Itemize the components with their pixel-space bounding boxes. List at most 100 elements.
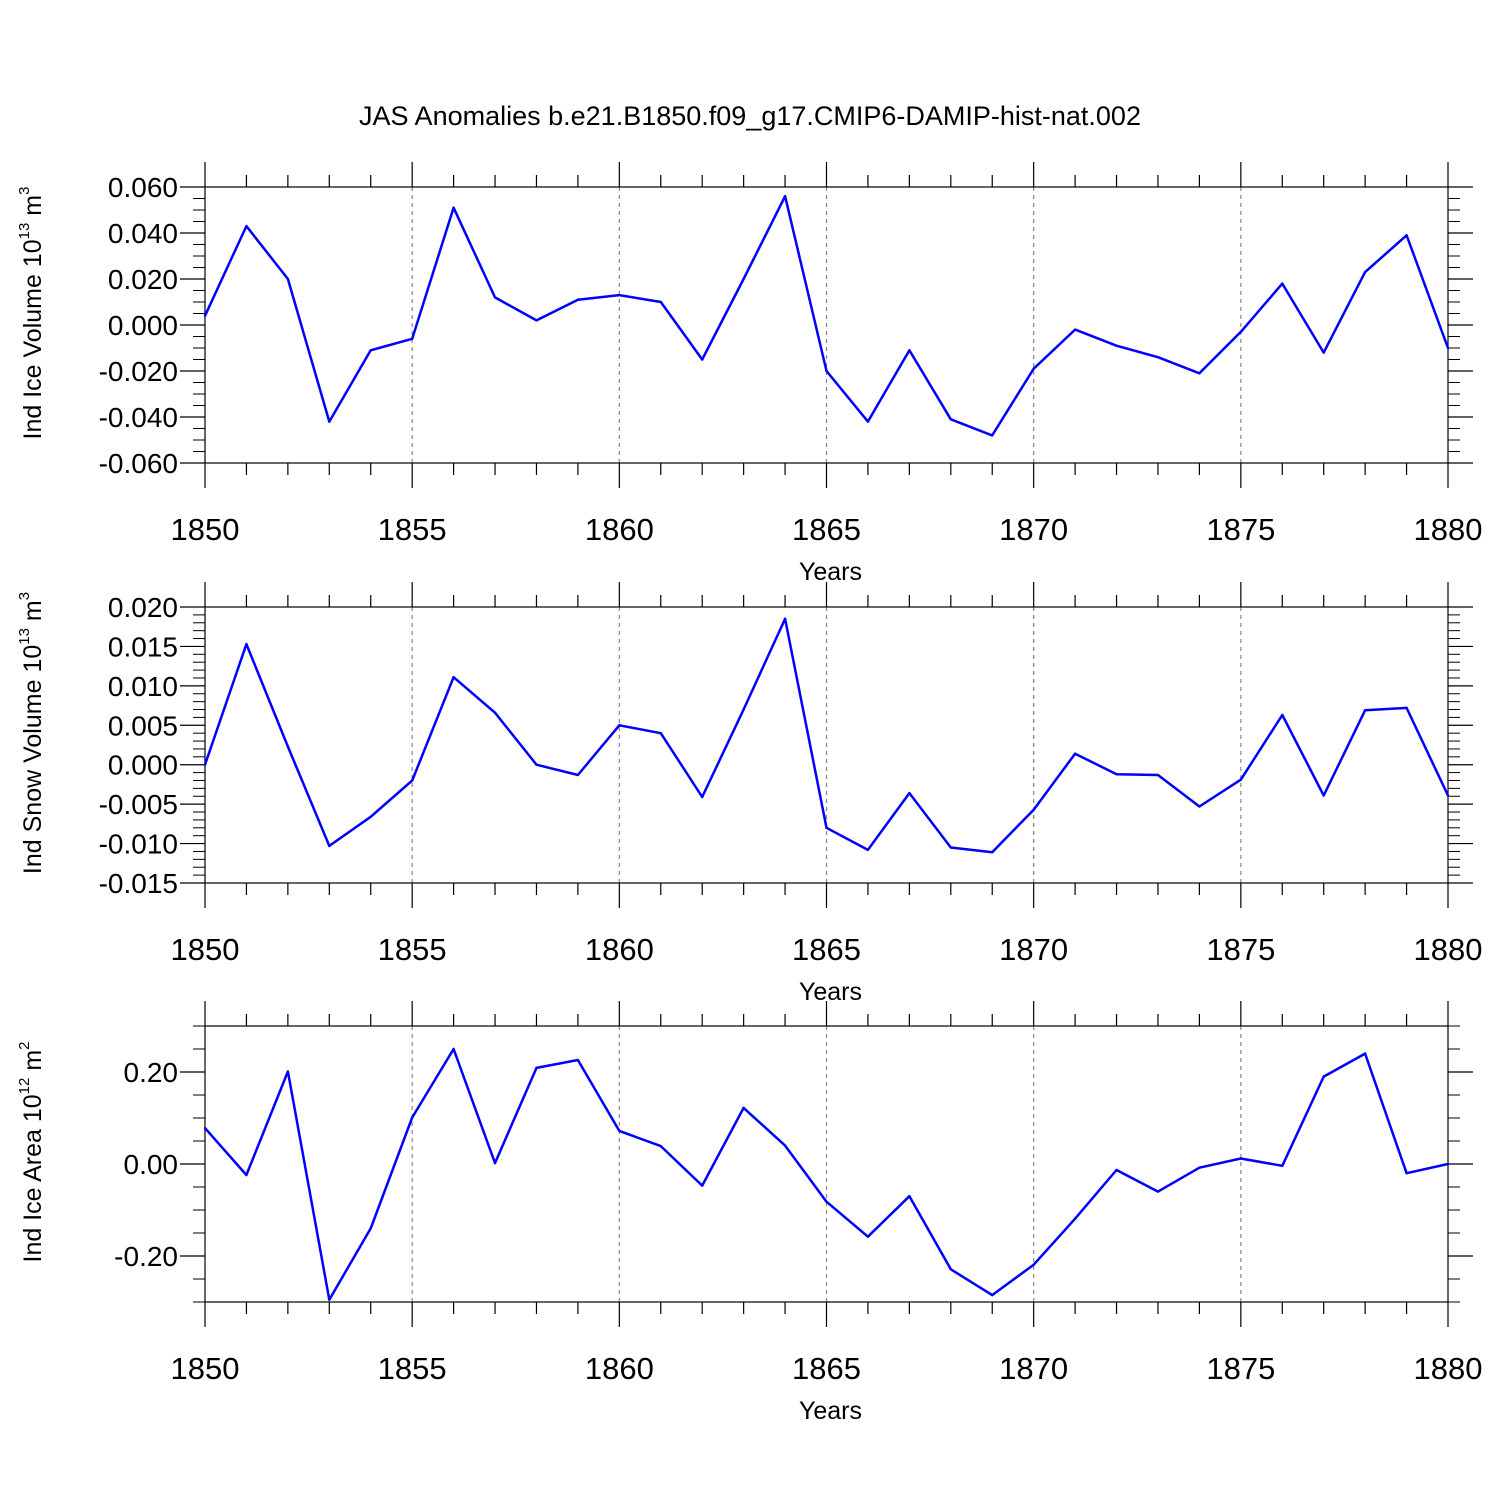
data-point (659, 1144, 662, 1148)
data-point (1405, 234, 1408, 237)
data-point (1032, 367, 1035, 370)
y-tick-label: 0.020 (108, 264, 178, 295)
x-tick-label: 1855 (378, 932, 447, 967)
x-tick-label: 1875 (1206, 1351, 1275, 1386)
data-point (908, 1195, 911, 1198)
data-point (618, 1129, 621, 1133)
x-tick-label: 1880 (1414, 1351, 1483, 1386)
data-point (1322, 1075, 1325, 1078)
data-point (1281, 282, 1284, 285)
y-tick-label: -0.015 (99, 868, 178, 899)
y-axis-label: Ind Snow Volume 1013 m3 (16, 592, 47, 874)
y-tick-label: 0.060 (108, 172, 178, 203)
data-point (286, 1070, 290, 1073)
panel-ice-volume: -0.060 -0.040 -0.020 0.000 0.020 0.040 0.060 1… (16, 162, 1482, 586)
y-tick-label: 0.005 (108, 710, 178, 741)
data-point (245, 224, 248, 228)
data-point (1363, 270, 1367, 274)
data-point (1363, 1052, 1367, 1055)
data-point (701, 795, 704, 799)
data-point (493, 1161, 497, 1165)
data-point (410, 779, 414, 782)
data-point (908, 791, 911, 795)
x-tick-label: 1850 (171, 1351, 240, 1386)
x-axis-label: Years (799, 978, 862, 1006)
data-point (1156, 1190, 1160, 1193)
y-tick-label: -0.020 (99, 356, 178, 387)
y-axis-label-name: Ind Ice Volume (19, 274, 47, 439)
y-tick-label: 0.010 (108, 671, 178, 702)
y-axis-label-base: 10 (19, 239, 47, 267)
data-point (991, 434, 994, 437)
data-point (328, 420, 331, 423)
data-point (1115, 772, 1118, 776)
y-axis-label-base: 10 (19, 1094, 47, 1122)
x-tick-label: 1850 (171, 932, 240, 967)
data-point (866, 1235, 870, 1238)
y-tick-label: -0.005 (99, 789, 178, 820)
data-point (576, 773, 580, 777)
data-point (1446, 794, 1450, 797)
x-tick-label: 1860 (585, 932, 654, 967)
data-point (1239, 778, 1243, 781)
data-point (742, 708, 745, 711)
y-tick-label: -0.010 (99, 829, 178, 860)
data-point (452, 1047, 455, 1051)
x-tick-label: 1875 (1206, 932, 1275, 967)
y-tick-label: -0.040 (99, 402, 178, 433)
y-tick-label: 0.20 (124, 1057, 179, 1088)
data-point (245, 1173, 248, 1177)
y-axis-label: Ind Ice Volume 1013 m3 (16, 187, 47, 440)
data-point (908, 349, 911, 352)
data-point (949, 846, 952, 849)
x-tick-label: 1880 (1414, 932, 1483, 967)
data-point (369, 349, 372, 352)
data-point (1322, 351, 1325, 354)
data-point (1115, 1168, 1118, 1172)
data-point (783, 195, 787, 198)
data-point (535, 1066, 538, 1070)
data-point (576, 298, 580, 301)
data-point (1115, 344, 1118, 347)
y-tick-label: 0.020 (108, 592, 178, 623)
series-line (204, 1047, 1449, 1301)
data-point (1156, 356, 1160, 359)
data-point (1322, 794, 1325, 797)
data-point (286, 277, 290, 281)
y-tick-label: 0.000 (108, 750, 178, 781)
data-point (1198, 372, 1201, 375)
data-point (701, 1184, 704, 1187)
data-point (783, 1144, 787, 1147)
data-point (825, 369, 828, 373)
data-point (825, 1200, 828, 1203)
data-point (493, 296, 497, 299)
x-tick-label: 1855 (378, 1351, 447, 1386)
y-axis-label-exp: 12 (16, 1078, 33, 1095)
data-point (535, 319, 538, 322)
y-axis-label-unit: m (19, 600, 47, 621)
data-point (535, 763, 538, 766)
data-point (1073, 752, 1077, 755)
y-axis-label-unit-exp: 3 (16, 187, 33, 195)
y-axis-label-unit: m (19, 195, 47, 216)
x-tick-label: 1870 (999, 932, 1068, 967)
data-point (618, 293, 621, 297)
data-point (1073, 1217, 1077, 1220)
panel-snow-volume: -0.015 -0.010 -0.005 0.000 0.005 0.010 0.015 0.… (16, 582, 1482, 1006)
data-point (452, 206, 455, 209)
data-point (410, 337, 414, 340)
y-axis-label-name: Ind Snow Volume (19, 680, 47, 875)
x-axis-label: Years (799, 558, 862, 586)
data-point (1446, 1162, 1450, 1166)
data-point (1032, 808, 1035, 811)
data-point (1239, 330, 1243, 334)
data-point (493, 711, 497, 714)
y-axis-label-exp: 13 (16, 628, 33, 645)
x-tick-label: 1870 (999, 512, 1068, 547)
data-point (328, 844, 331, 848)
data-point (369, 1227, 372, 1230)
x-tick-label: 1865 (792, 1351, 861, 1386)
data-point (659, 300, 662, 304)
y-axis-label-unit: m (19, 1050, 47, 1071)
panel-ice-area: -0.20 0.00 0.20 1850 1855 1860 1865 1870 1875 18… (16, 1001, 1482, 1425)
